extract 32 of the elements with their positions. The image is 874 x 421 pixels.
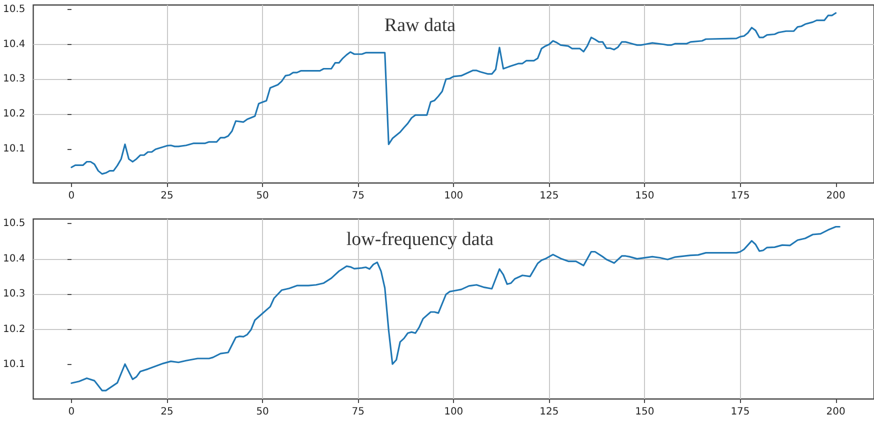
- x-tick-label: 100: [444, 190, 464, 202]
- x-tick-label: 100: [444, 406, 464, 418]
- x-tick-label: 50: [256, 406, 269, 418]
- x-tick-label: 125: [540, 406, 559, 418]
- y-tick-label: 10.2: [3, 324, 26, 335]
- y-tick-label: 10.4: [3, 38, 26, 50]
- x-tick-label: 75: [352, 406, 364, 418]
- y-tick-label: 10.5: [3, 218, 26, 230]
- x-tick-label: 150: [635, 406, 654, 418]
- x-tick-label: 175: [730, 406, 750, 418]
- x-tick-label: 50: [256, 190, 269, 202]
- y-tick-label: 10.1: [3, 143, 26, 154]
- y-tick-label: 10.2: [3, 108, 26, 120]
- x-tick-label: 75: [352, 190, 364, 202]
- line-series: [70, 226, 840, 392]
- y-tick-label: 10.1: [3, 358, 26, 370]
- x-tick-label: 200: [826, 406, 846, 418]
- x-tick-label: 25: [160, 190, 174, 202]
- y-tick-label: 10.3: [3, 74, 26, 85]
- x-tick-label: 200: [826, 190, 846, 202]
- y-tick-label: 10.3: [3, 288, 26, 300]
- y-tick-label: 10.4: [3, 253, 26, 264]
- line-series: [70, 12, 837, 175]
- x-tick-label: 0: [68, 190, 75, 202]
- x-tick-label: 125: [540, 190, 559, 202]
- x-tick-label: 150: [635, 190, 654, 202]
- text: low-frequency data: [346, 229, 494, 250]
- x-tick-label: 25: [160, 406, 174, 418]
- text: Raw data: [384, 15, 456, 36]
- x-tick-label: 0: [68, 406, 75, 418]
- x-tick-label: 175: [730, 190, 750, 202]
- y-tick-label: 10.5: [3, 4, 26, 16]
